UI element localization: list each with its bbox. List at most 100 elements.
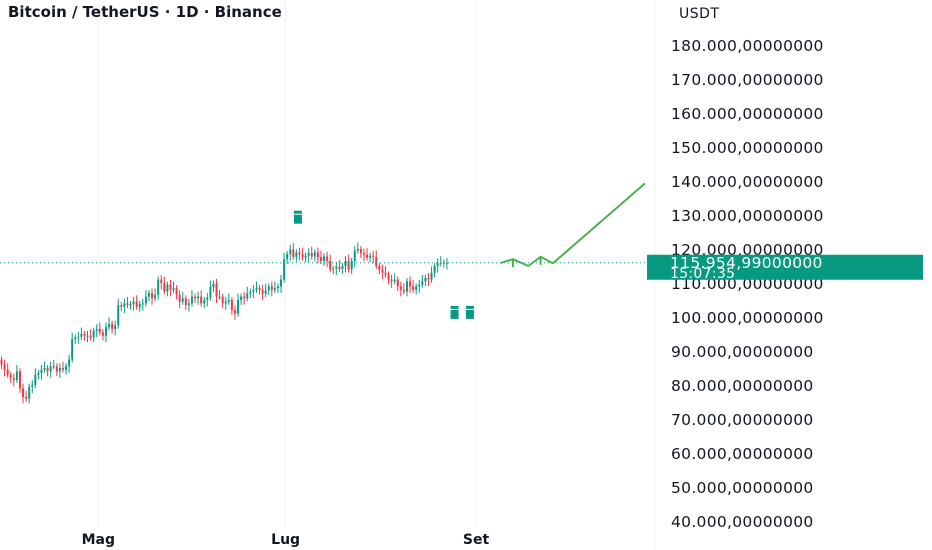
signal-marker bbox=[450, 305, 459, 319]
candle bbox=[144, 290, 147, 307]
candle bbox=[369, 252, 372, 263]
candle bbox=[98, 322, 101, 336]
candle bbox=[375, 250, 378, 270]
candle-body bbox=[89, 335, 92, 338]
candle-body bbox=[18, 371, 21, 389]
candle-body bbox=[264, 290, 267, 294]
candle-body bbox=[98, 328, 101, 333]
candle bbox=[402, 283, 405, 295]
candle bbox=[433, 262, 436, 278]
candle bbox=[350, 257, 353, 275]
candle bbox=[184, 295, 187, 310]
candle-body bbox=[230, 300, 233, 311]
signal-marker bbox=[465, 305, 474, 319]
candle bbox=[68, 354, 71, 373]
y-tick-label: 40.000,00000000 bbox=[671, 513, 814, 531]
candle-body bbox=[393, 279, 396, 282]
candle-body bbox=[197, 296, 200, 299]
candle-body bbox=[74, 337, 77, 340]
candle-body bbox=[412, 286, 415, 290]
candle bbox=[298, 247, 301, 261]
candle-body bbox=[347, 260, 350, 270]
candle-body bbox=[341, 266, 344, 270]
marker-body bbox=[293, 210, 302, 224]
candle bbox=[126, 296, 129, 309]
candle bbox=[261, 285, 264, 301]
candle bbox=[301, 247, 304, 261]
candle bbox=[319, 250, 322, 264]
candle bbox=[209, 280, 212, 301]
candle-body bbox=[335, 266, 338, 269]
candle-body bbox=[86, 335, 89, 337]
marker-body bbox=[450, 305, 459, 319]
candle bbox=[40, 364, 43, 380]
candle-body bbox=[338, 266, 341, 270]
candle-body bbox=[151, 293, 154, 299]
y-tick-label: 170.000,00000000 bbox=[671, 71, 824, 89]
candle bbox=[160, 274, 163, 290]
candle-body bbox=[240, 296, 243, 300]
candle bbox=[34, 368, 37, 389]
candle-body bbox=[22, 388, 25, 397]
candle-body bbox=[280, 279, 283, 287]
candle-body bbox=[316, 252, 319, 258]
time-axis[interactable]: Mag Lug Set bbox=[82, 532, 490, 548]
candle-body bbox=[307, 253, 310, 256]
candle-body bbox=[68, 359, 71, 367]
candle-body bbox=[430, 272, 433, 280]
candle-body bbox=[350, 260, 353, 270]
candle-body bbox=[181, 298, 184, 302]
candle-body bbox=[436, 263, 439, 266]
candle bbox=[378, 262, 381, 275]
candle bbox=[390, 274, 393, 288]
candle-body bbox=[381, 269, 384, 273]
candle-body bbox=[356, 249, 359, 251]
candle-body bbox=[108, 323, 111, 328]
candle-body bbox=[178, 294, 181, 302]
candle bbox=[427, 273, 430, 287]
candle bbox=[442, 259, 445, 268]
candle-body bbox=[427, 277, 430, 280]
candle bbox=[237, 293, 240, 317]
candle-body bbox=[362, 253, 365, 255]
candle bbox=[135, 295, 138, 310]
candle bbox=[166, 281, 169, 297]
countdown-timer: 15:07:35 bbox=[670, 266, 735, 282]
candle-body bbox=[175, 288, 178, 295]
candle-body bbox=[221, 296, 224, 304]
candle bbox=[212, 280, 215, 292]
candle bbox=[190, 290, 193, 307]
x-tick-label: Lug bbox=[271, 532, 300, 548]
candle bbox=[43, 361, 46, 373]
candle-body bbox=[301, 254, 304, 258]
projection-path bbox=[500, 182, 646, 268]
candle-body bbox=[61, 368, 64, 370]
candle-body bbox=[111, 323, 114, 329]
candle-body bbox=[209, 287, 212, 298]
candle-body bbox=[132, 301, 135, 305]
candle bbox=[344, 256, 347, 273]
candle bbox=[240, 293, 243, 305]
candle bbox=[147, 290, 150, 302]
y-tick-label: 100.000,00000000 bbox=[671, 309, 824, 327]
candle bbox=[221, 293, 224, 309]
candle-body bbox=[58, 368, 61, 372]
candle bbox=[372, 251, 375, 264]
candle bbox=[187, 298, 190, 312]
candle-body bbox=[65, 366, 68, 370]
candle bbox=[52, 359, 55, 370]
candle-body bbox=[359, 249, 362, 254]
candle bbox=[249, 288, 252, 298]
candle bbox=[323, 253, 326, 266]
candle bbox=[58, 363, 61, 378]
candle-body bbox=[276, 286, 279, 289]
candle bbox=[49, 361, 52, 378]
candle-body bbox=[323, 256, 326, 261]
y-tick-label: 140.000,00000000 bbox=[671, 173, 824, 191]
candle-body bbox=[6, 369, 9, 375]
candle bbox=[280, 274, 283, 293]
candle bbox=[233, 305, 236, 321]
candle bbox=[286, 251, 289, 264]
candle bbox=[273, 281, 276, 293]
